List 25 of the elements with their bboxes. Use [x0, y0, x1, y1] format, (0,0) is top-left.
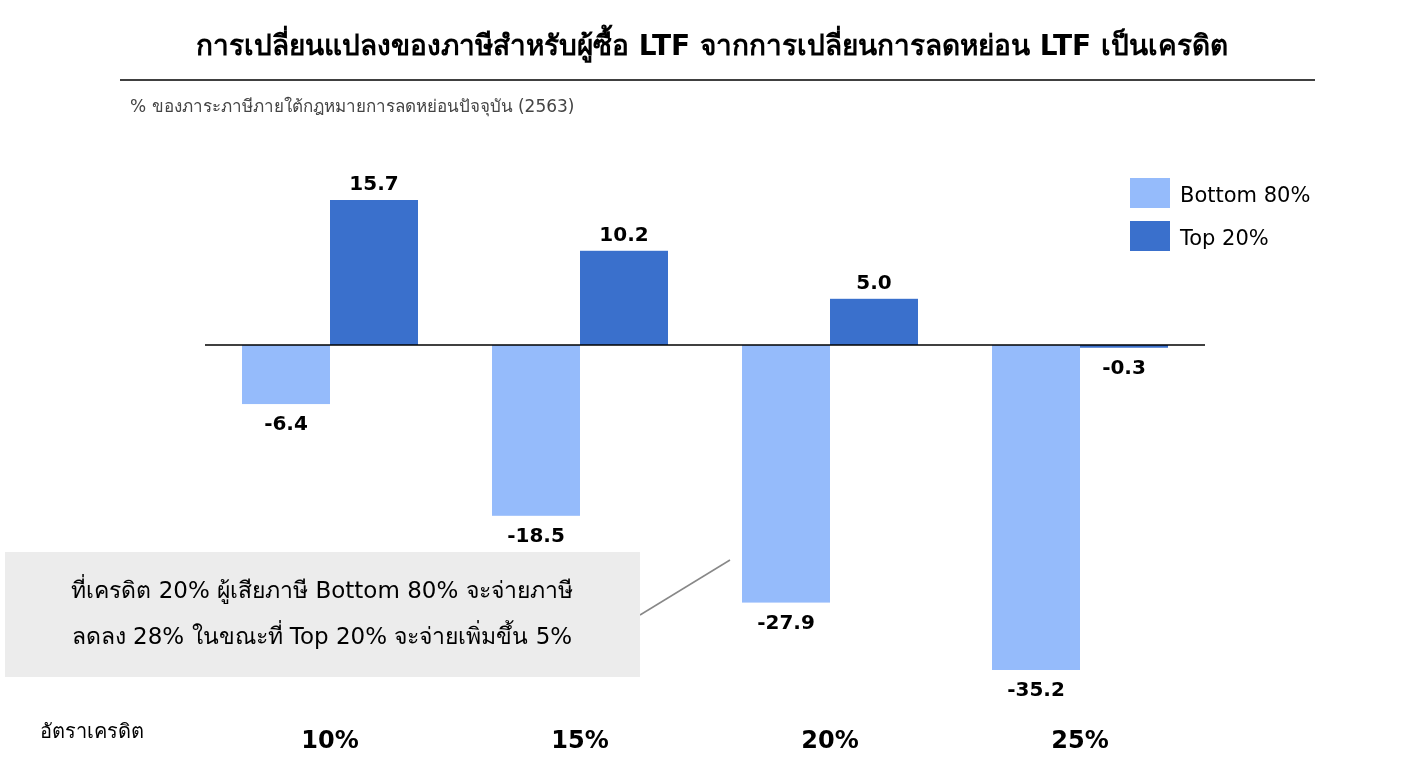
bar: [992, 344, 1080, 670]
annotation: ที่เครดิต 20% ผู้เสียภาษี Bottom 80% จะจ่ายภาษี ลดลง 28% ในขณะที่ Top 20% จะจ่ายเพิ่มขึ้น 5%: [71, 574, 573, 649]
data-label: -6.4: [264, 411, 308, 436]
bar: [330, 200, 418, 345]
x-axis-title: อัตราเครดิต: [40, 719, 144, 743]
bar: [742, 344, 830, 603]
data-label: 5.0: [856, 269, 892, 294]
data-label: -0.3: [1102, 354, 1146, 379]
x-tick-label: 10%: [301, 726, 359, 754]
data-label: 15.7: [349, 171, 399, 195]
chart-subtitle: % ของภาระภาษีภายใต้กฎหมายการลดหย่อนปัจจุบัน (2563): [130, 96, 575, 117]
legend-label: Bottom 80%: [1180, 183, 1311, 207]
bar: [830, 298, 918, 345]
chart-title: การเปลี่ยนแปลงของภาษีสำหรับผู้ซื้อ LTF จากการเปลี่ยนการลดหย่อน LTF เป็นเครดิต: [196, 24, 1228, 63]
x-tick-label: 25%: [1051, 726, 1109, 754]
bar: [242, 344, 330, 405]
data-label: -35.2: [1007, 677, 1065, 701]
data-label: 10.2: [599, 221, 649, 246]
bar: [580, 250, 668, 345]
x-tick-label: 20%: [801, 726, 859, 754]
data-label: -18.5: [507, 522, 565, 547]
x-tick-label: 15%: [551, 726, 609, 754]
legend-label: Top 20%: [1179, 226, 1269, 250]
bar: [492, 344, 580, 516]
data-label: -27.9: [757, 609, 815, 634]
